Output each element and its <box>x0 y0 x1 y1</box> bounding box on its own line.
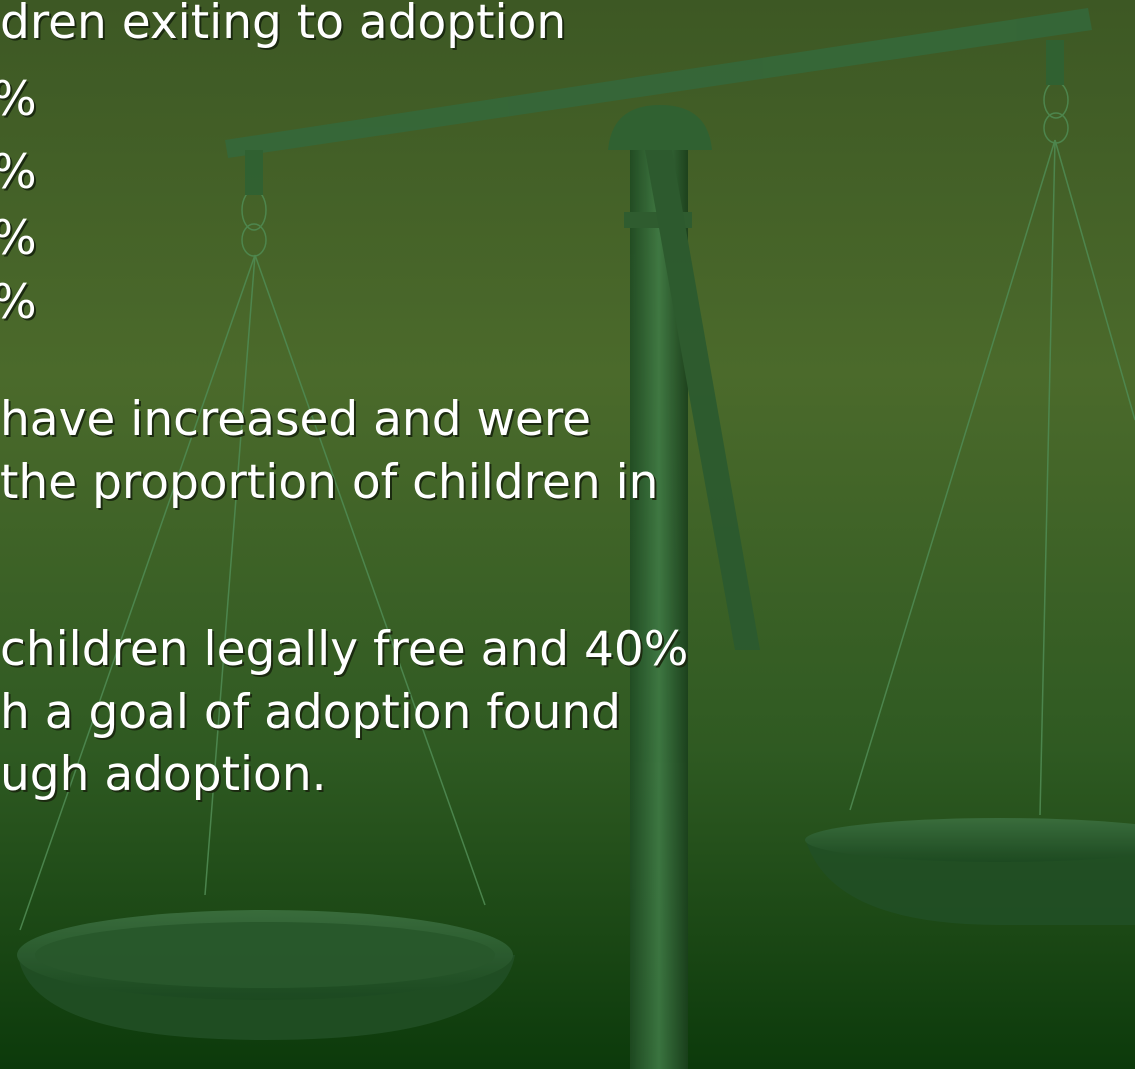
text-line: % <box>0 145 37 200</box>
text-line: the proportion of children in <box>0 455 658 510</box>
text-shadow: have increased and were <box>2 394 593 449</box>
text-shadow: % <box>0 147 39 202</box>
slide-text: dren exiting to adoption dren exiting to… <box>0 0 690 804</box>
text-shadow: % <box>0 213 39 268</box>
text-line: % <box>0 211 37 266</box>
scale-illustration <box>17 8 1135 1069</box>
text-line: % <box>0 72 37 127</box>
text-shadow: % <box>0 277 39 332</box>
text-shadow: % <box>0 74 39 129</box>
text-line: have increased and were <box>0 392 591 447</box>
text-line: children legally free and 40% <box>0 622 688 677</box>
text-line: dren exiting to adoption <box>0 0 566 50</box>
text-shadow: h a goal of adoption found <box>2 687 623 742</box>
text-line: % <box>0 275 37 330</box>
text-line: h a goal of adoption found <box>0 685 621 740</box>
text-shadow: the proportion of children in <box>2 457 660 512</box>
text-line: ugh adoption. <box>0 747 327 802</box>
text-shadow: dren exiting to adoption <box>2 0 568 52</box>
text-shadow: ugh adoption. <box>2 749 329 804</box>
text-shadow: children legally free and 40% <box>2 624 690 679</box>
